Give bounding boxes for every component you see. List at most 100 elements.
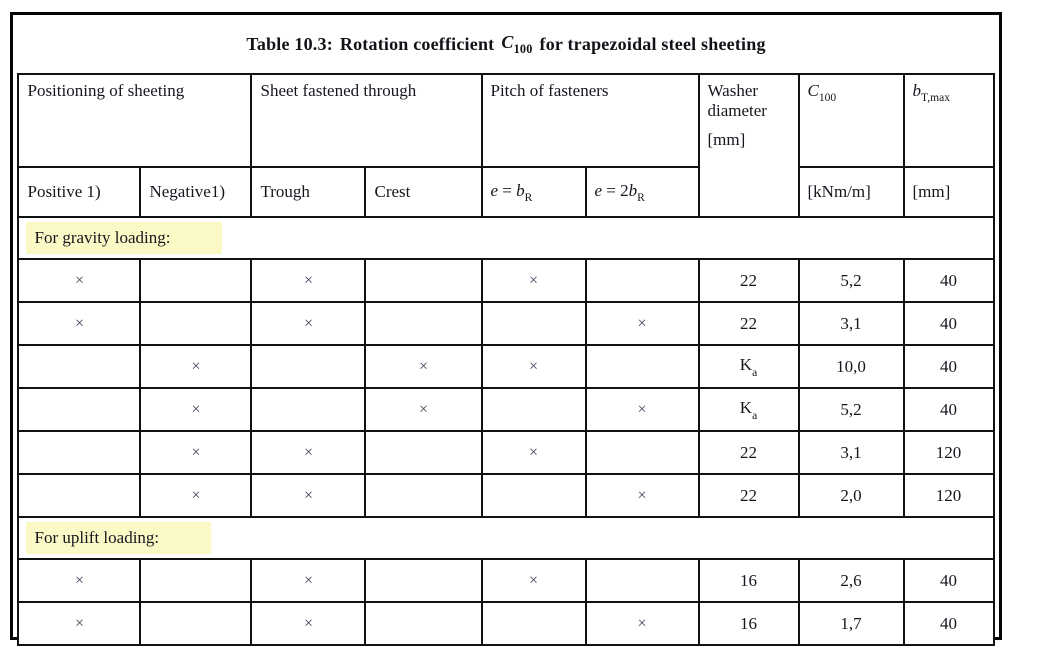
mark-cell: × xyxy=(139,430,253,475)
section-row: For uplift loading: xyxy=(17,516,995,560)
col-header-trough: Trough xyxy=(250,166,367,218)
col-group-positioning: Positioning of sheeting xyxy=(17,73,253,168)
col-header-crest: Crest xyxy=(364,166,483,218)
btmax-value: 40 xyxy=(902,387,995,432)
btmax-value: 40 xyxy=(902,344,995,389)
col-header-pitch-e: e = bR xyxy=(480,166,587,218)
empty-cell xyxy=(364,301,483,346)
empty-cell xyxy=(584,344,700,389)
section-row: For gravity loading: xyxy=(17,216,995,260)
empty-cell xyxy=(480,473,587,518)
washer-header-line2: diameter xyxy=(707,101,767,120)
empty-cell xyxy=(364,473,483,518)
table-body: For gravity loading: × × × 22 5,2 40 × × × 22 3,1 40… xyxy=(17,216,995,646)
table-row: × × × 22 3,1 40 xyxy=(17,301,995,346)
empty-cell xyxy=(17,430,142,475)
mark-cell: × xyxy=(250,473,367,518)
c100-value: 1,7 xyxy=(797,601,905,646)
mark-cell: × xyxy=(584,387,700,432)
col-group-fastened-label: Sheet fastened through xyxy=(260,81,417,100)
mark-cell: × xyxy=(364,387,483,432)
caption-table-number: Table 10.3: xyxy=(246,33,333,54)
washer-diameter-value: 22 xyxy=(697,473,800,518)
header-sub-row: Positive 1) Negative1) Trough Crest e = … xyxy=(17,166,995,218)
table-row: × × × 22 3,1 120 xyxy=(17,430,995,475)
col-header-c100: C100 xyxy=(797,73,905,168)
col-group-fastened: Sheet fastened through xyxy=(250,73,483,168)
mark-cell: × xyxy=(17,258,142,303)
mark-cell: × xyxy=(139,387,253,432)
washer-subscript: a xyxy=(752,408,758,422)
rotation-coefficient-table: Positioning of sheeting Sheet fastened t… xyxy=(17,73,995,646)
mark-cell: × xyxy=(139,473,253,518)
empty-cell xyxy=(364,558,483,603)
mark-cell: × xyxy=(584,601,700,646)
washer-diameter-value: 22 xyxy=(697,301,800,346)
col-group-pitch-label: Pitch of fasteners xyxy=(490,81,609,100)
caption-text-after: for trapezoidal steel sheeting xyxy=(539,33,766,54)
mark-cell: × xyxy=(250,601,367,646)
btmax-value: 40 xyxy=(902,301,995,346)
c100-value: 3,1 xyxy=(797,301,905,346)
mark-cell: × xyxy=(480,258,587,303)
table-row: × × × 22 2,0 120 xyxy=(17,473,995,518)
empty-cell xyxy=(364,601,483,646)
mark-cell: × xyxy=(250,258,367,303)
empty-cell xyxy=(364,430,483,475)
table-row: × × × 16 2,6 40 xyxy=(17,558,995,603)
washer-header-line1: Washer xyxy=(707,81,759,100)
washer-diameter-value: 22 xyxy=(697,258,800,303)
caption-symbol-c100: C100 xyxy=(501,31,533,57)
empty-cell xyxy=(364,258,483,303)
mark-cell: × xyxy=(17,558,142,603)
header-group-row: Positioning of sheeting Sheet fastened t… xyxy=(17,73,995,218)
col-header-negative: Negative1) xyxy=(139,166,253,218)
mark-cell: × xyxy=(480,558,587,603)
mark-cell: × xyxy=(139,344,253,389)
section-label-highlight: For uplift loading: xyxy=(26,522,212,554)
mark-cell: × xyxy=(250,301,367,346)
col-header-positive: Positive 1) xyxy=(17,166,142,218)
c100-value: 2,0 xyxy=(797,473,905,518)
section-label-highlight: For gravity loading: xyxy=(26,222,223,254)
c100-value: 10,0 xyxy=(797,344,905,389)
empty-cell xyxy=(480,301,587,346)
empty-cell xyxy=(584,558,700,603)
washer-diameter-value: 16 xyxy=(697,558,800,603)
empty-cell xyxy=(250,344,367,389)
table-row: × × × Ka 10,0 40 xyxy=(17,344,995,389)
table-row: × × × Ka 5,2 40 xyxy=(17,387,995,432)
caption-text-before: Rotation coefficient xyxy=(339,33,495,54)
btmax-value: 40 xyxy=(902,601,995,646)
btmax-value: 120 xyxy=(902,430,995,475)
washer-diameter-value: Ka xyxy=(697,387,800,432)
section-band-cell: For uplift loading: xyxy=(17,516,995,560)
table-row: × × × 22 5,2 40 xyxy=(17,258,995,303)
empty-cell xyxy=(250,387,367,432)
col-header-btmax-unit: [mm] xyxy=(902,166,995,218)
mark-cell: × xyxy=(250,558,367,603)
section-band-cell: For gravity loading: xyxy=(17,216,995,260)
empty-cell xyxy=(139,558,253,603)
empty-cell xyxy=(480,601,587,646)
mark-cell: × xyxy=(584,301,700,346)
col-header-pitch-2e: e = 2bR xyxy=(584,166,700,218)
washer-diameter-value: Ka xyxy=(697,344,800,389)
mark-cell: × xyxy=(17,601,142,646)
empty-cell xyxy=(584,258,700,303)
col-header-washer-diameter: Washer diameter [mm] xyxy=(697,73,800,218)
washer-header-unit: [mm] xyxy=(707,130,746,149)
empty-cell xyxy=(480,387,587,432)
c100-value: 2,6 xyxy=(797,558,905,603)
c100-value: 3,1 xyxy=(797,430,905,475)
col-header-c100-unit: [kNm/m] xyxy=(797,166,905,218)
washer-diameter-value: 22 xyxy=(697,430,800,475)
table-outer-frame: Table 10.3: Rotation coefficient C100 fo… xyxy=(10,12,1002,646)
mark-cell: × xyxy=(480,344,587,389)
empty-cell xyxy=(17,473,142,518)
btmax-value: 40 xyxy=(902,258,995,303)
c100-value: 5,2 xyxy=(797,387,905,432)
empty-cell xyxy=(139,601,253,646)
mark-cell: × xyxy=(250,430,367,475)
